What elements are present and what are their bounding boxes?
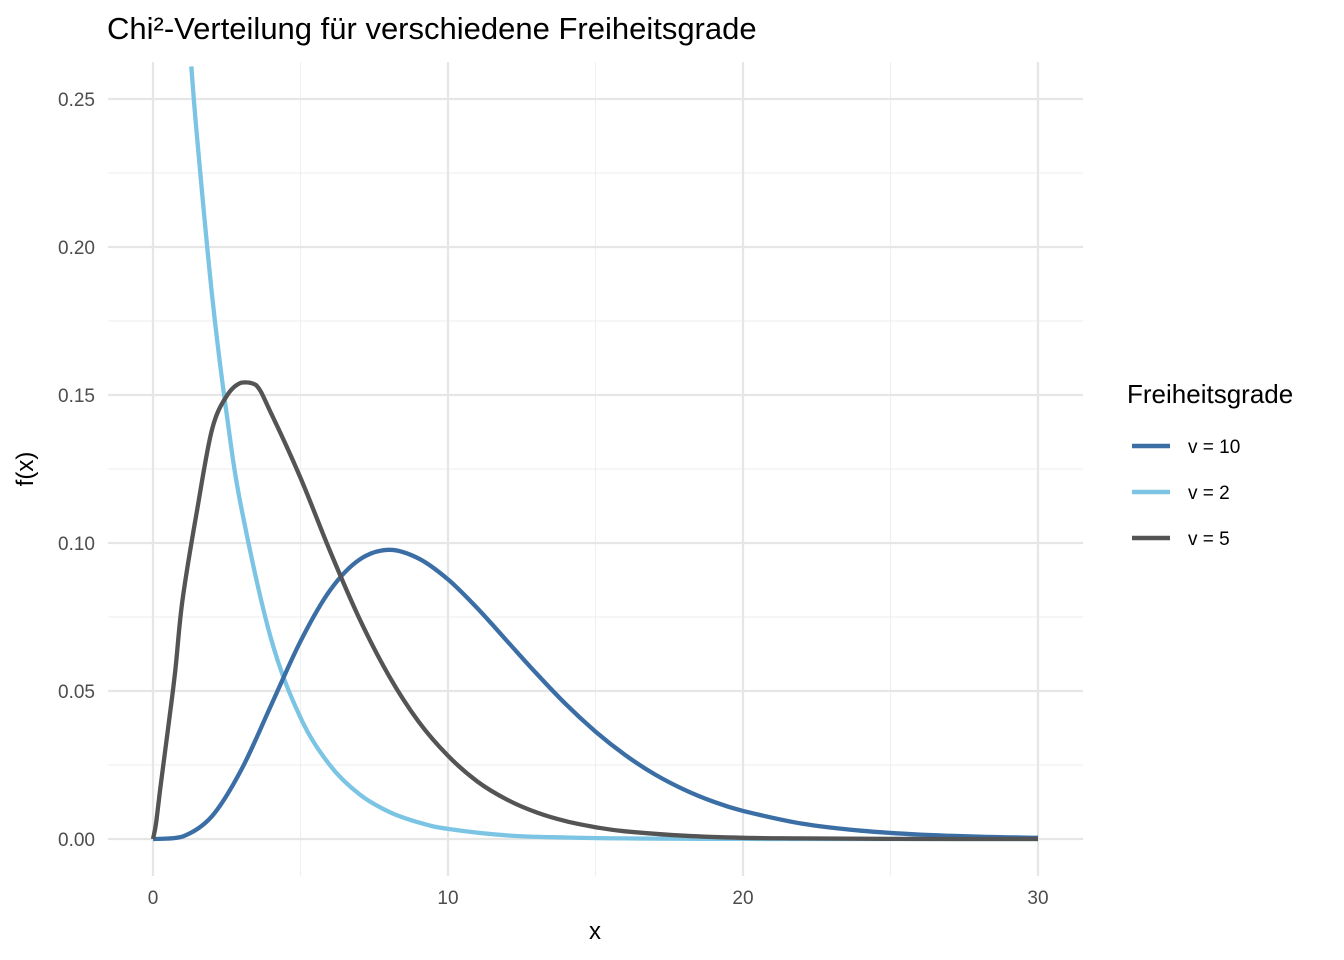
- legend-label: v = 10: [1188, 437, 1240, 458]
- legend-label: v = 2: [1188, 483, 1230, 504]
- chart-title: Chi²-Verteilung für verschiedene Freihei…: [107, 11, 757, 46]
- series-line-v-5: [150, 380, 1039, 842]
- x-axis-ticks: 0 10 20 30: [148, 888, 1049, 909]
- x-tick-label: 30: [1027, 888, 1048, 909]
- y-axis-ticks: 0.00 0.05 0.10 0.15 0.20 0.25: [58, 90, 95, 851]
- series-layer: [150, 66, 1039, 842]
- series-line-v-10: [152, 547, 1039, 842]
- y-axis-title: f(x): [12, 452, 39, 487]
- y-tick-label: 0.15: [58, 386, 95, 407]
- x-tick-label: 20: [732, 888, 753, 909]
- legend-label: v = 5: [1188, 529, 1230, 550]
- legend-title: Freiheitsgrade: [1127, 379, 1293, 409]
- legend: Freiheitsgrade v = 10 v = 2 v = 5: [1127, 379, 1293, 550]
- y-tick-label: 0.10: [58, 534, 95, 555]
- grid: [108, 62, 1083, 876]
- y-tick-label: 0.05: [58, 682, 95, 703]
- x-tick-label: 0: [148, 888, 159, 909]
- x-axis-title: x: [589, 918, 601, 945]
- y-tick-label: 0.20: [58, 238, 95, 259]
- x-tick-label: 10: [437, 888, 458, 909]
- series-line-v-2: [189, 66, 1038, 842]
- y-tick-label: 0.25: [58, 90, 95, 111]
- y-tick-label: 0.00: [58, 830, 95, 851]
